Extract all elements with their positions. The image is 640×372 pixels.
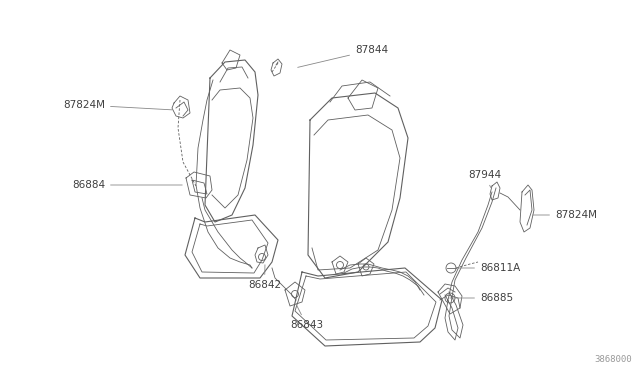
- Text: 86884: 86884: [72, 180, 182, 190]
- Text: 87824M: 87824M: [63, 100, 172, 110]
- Text: 87824M: 87824M: [532, 210, 597, 220]
- Text: 86811A: 86811A: [456, 263, 520, 273]
- Text: 87944: 87944: [468, 170, 501, 187]
- Text: 86842: 86842: [248, 265, 281, 290]
- Text: 3868000: 3868000: [595, 355, 632, 364]
- Text: 86843: 86843: [290, 304, 323, 330]
- Text: 86885: 86885: [450, 293, 513, 303]
- Text: 87844: 87844: [298, 45, 388, 67]
